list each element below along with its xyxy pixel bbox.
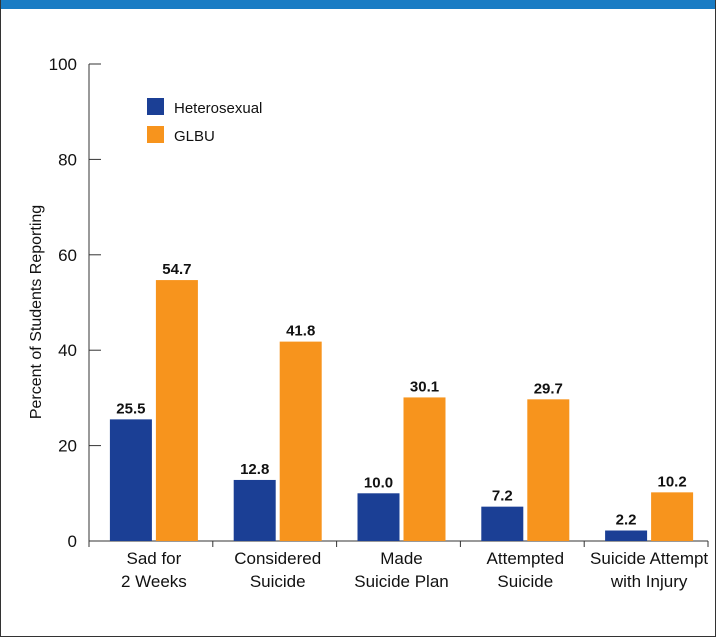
legend-swatch <box>147 98 164 115</box>
x-category-label: with Injury <box>610 572 688 591</box>
bar-glbu <box>403 397 446 541</box>
legend-label: GLBU <box>174 128 215 145</box>
value-label: 25.5 <box>116 400 145 417</box>
y-axis-label: Percent of Students Reporting <box>28 205 45 419</box>
x-category-label: Suicide <box>497 572 553 591</box>
value-label: 54.7 <box>162 261 191 278</box>
value-label: 12.8 <box>240 461 269 478</box>
y-tick-label: 60 <box>58 246 77 265</box>
value-label: 7.2 <box>492 488 513 505</box>
y-tick-label: 0 <box>68 532 77 551</box>
y-tick-label: 100 <box>49 55 77 74</box>
x-category-label: Considered <box>234 549 321 568</box>
value-label: 29.7 <box>534 380 563 397</box>
legend-label: Heterosexual <box>174 100 262 117</box>
bar-glbu <box>155 280 198 541</box>
bar-glbu <box>279 341 322 541</box>
x-category-label: Attempted <box>487 549 565 568</box>
x-category-label: Suicide <box>250 572 306 591</box>
y-tick-label: 80 <box>58 150 77 169</box>
bar-glbu <box>527 399 570 541</box>
bars <box>109 280 694 541</box>
bar-heterosexual <box>233 479 276 541</box>
x-category-label: Sad for <box>126 549 181 568</box>
bar-heterosexual <box>605 530 648 541</box>
bar-glbu <box>651 492 694 541</box>
y-tick-label: 40 <box>58 341 77 360</box>
value-label: 10.2 <box>657 473 686 490</box>
value-label: 30.1 <box>410 378 439 395</box>
value-label: 41.8 <box>286 323 315 340</box>
y-tick-label: 20 <box>58 437 77 456</box>
x-category-label: Made <box>380 549 423 568</box>
x-category-label: 2 Weeks <box>121 572 187 591</box>
value-label: 10.0 <box>364 474 393 491</box>
bar-heterosexual <box>109 419 152 541</box>
labels: 0 20 40 60 80 100 25.5 12.8 10.0 7.2 2.2 54.7 41.8 30… <box>49 55 709 591</box>
x-category-label: Suicide Plan <box>354 572 449 591</box>
legend-swatch <box>147 126 164 143</box>
legend: Heterosexual GLBU <box>147 98 262 145</box>
top-band <box>0 0 716 9</box>
value-label: 2.2 <box>616 512 637 529</box>
bar-heterosexual <box>481 506 524 541</box>
bar-heterosexual <box>357 493 400 541</box>
x-category-label: Suicide Attempt <box>590 549 708 568</box>
